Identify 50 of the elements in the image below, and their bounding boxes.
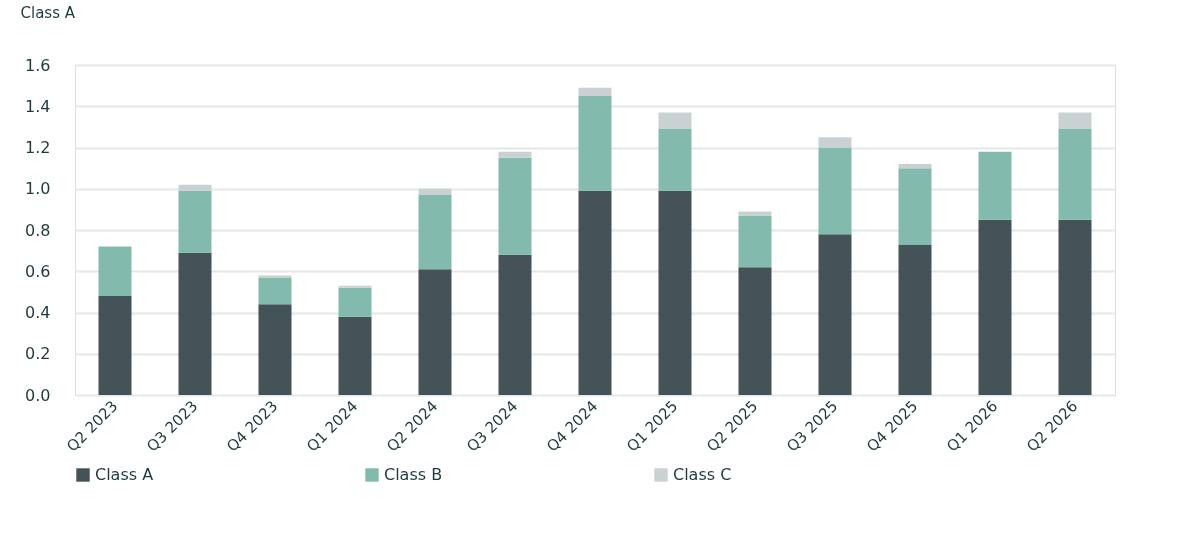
y-tick-label: 0.4 bbox=[25, 303, 51, 322]
bar bbox=[578, 95, 612, 191]
bar bbox=[898, 168, 932, 245]
bar bbox=[578, 87, 612, 96]
y-axis-title: Class A bbox=[20, 3, 76, 22]
bar bbox=[498, 157, 532, 255]
y-tick-label: 1.0 bbox=[25, 179, 51, 199]
y-tick-label: 0.2 bbox=[25, 344, 51, 364]
bar bbox=[1058, 128, 1092, 220]
bar bbox=[898, 244, 932, 395]
bar bbox=[658, 190, 692, 395]
bar bbox=[418, 194, 452, 270]
y-tick-label: 0.0 bbox=[25, 385, 51, 405]
y-tick-label: 1.2 bbox=[25, 138, 51, 157]
bar bbox=[338, 285, 372, 288]
bar bbox=[978, 219, 1012, 395]
bar bbox=[818, 147, 852, 235]
bar bbox=[98, 246, 132, 296]
bar bbox=[1058, 112, 1092, 129]
bar bbox=[738, 267, 772, 395]
bar bbox=[978, 151, 1012, 220]
bar bbox=[418, 269, 452, 395]
y-tick-label: 0.8 bbox=[25, 220, 51, 240]
bar bbox=[1058, 219, 1092, 395]
legend-label: Class A bbox=[95, 465, 154, 484]
bar bbox=[178, 184, 212, 191]
y-tick-label: 1.4 bbox=[25, 96, 51, 116]
bar bbox=[658, 112, 692, 129]
bar bbox=[818, 137, 852, 148]
bar bbox=[338, 316, 372, 395]
bar bbox=[258, 277, 292, 305]
legend-label: Class C bbox=[673, 465, 732, 484]
legend-label: Class B bbox=[384, 465, 443, 484]
bar bbox=[258, 304, 292, 395]
bar bbox=[898, 164, 932, 169]
bar bbox=[578, 190, 612, 395]
bar bbox=[498, 254, 532, 395]
bar bbox=[98, 296, 132, 395]
bar bbox=[818, 234, 852, 395]
bar bbox=[418, 188, 452, 195]
y-tick-label: 1.6 bbox=[25, 55, 51, 75]
bar bbox=[178, 252, 212, 395]
bar bbox=[738, 211, 772, 216]
bar bbox=[258, 275, 292, 278]
bar bbox=[178, 190, 212, 253]
bar bbox=[658, 128, 692, 191]
bar bbox=[498, 151, 532, 158]
bar bbox=[738, 215, 772, 268]
bar bbox=[338, 287, 372, 317]
y-tick-label: 0.6 bbox=[25, 261, 51, 281]
